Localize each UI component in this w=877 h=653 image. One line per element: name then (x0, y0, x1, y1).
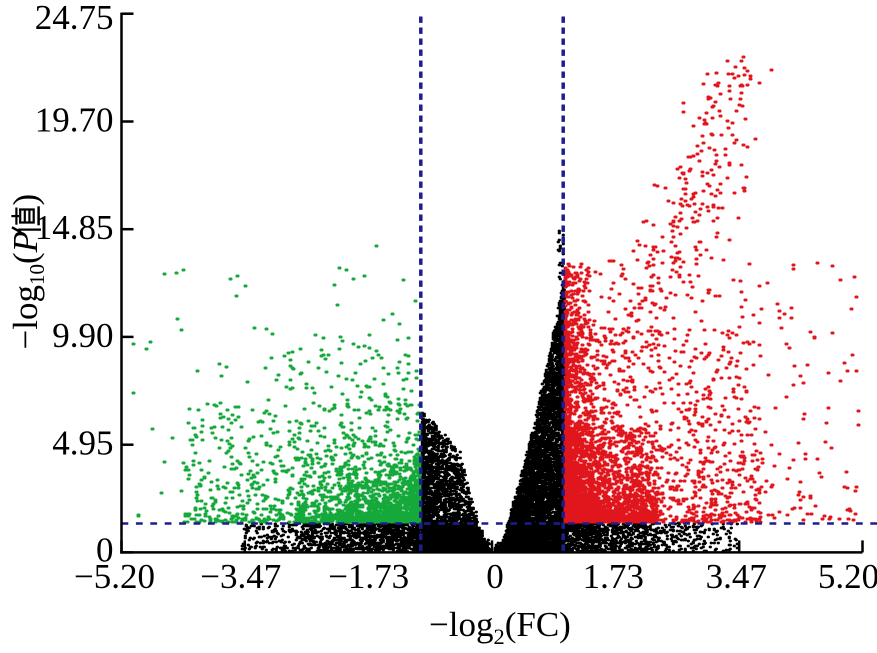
svg-text:−5.20: −5.20 (74, 557, 155, 596)
svg-text:1.73: 1.73 (583, 557, 644, 596)
svg-text:−3.47: −3.47 (200, 557, 281, 596)
svg-text:−1.73: −1.73 (328, 557, 409, 596)
svg-text:−log2(FC): −log2(FC) (429, 605, 571, 649)
svg-text:19.70: 19.70 (35, 101, 114, 140)
svg-text:0: 0 (96, 531, 114, 570)
svg-text:): ) (6, 194, 45, 206)
svg-text:0: 0 (486, 557, 504, 596)
svg-text:5.20: 5.20 (818, 557, 877, 596)
svg-text:−log10(P: −log10(P (6, 231, 49, 350)
svg-text:14.85: 14.85 (35, 208, 114, 247)
svg-text:4.95: 4.95 (52, 424, 113, 463)
svg-text:24.75: 24.75 (35, 0, 114, 37)
svg-text:9.90: 9.90 (52, 316, 113, 355)
svg-text:3.47: 3.47 (706, 557, 767, 596)
